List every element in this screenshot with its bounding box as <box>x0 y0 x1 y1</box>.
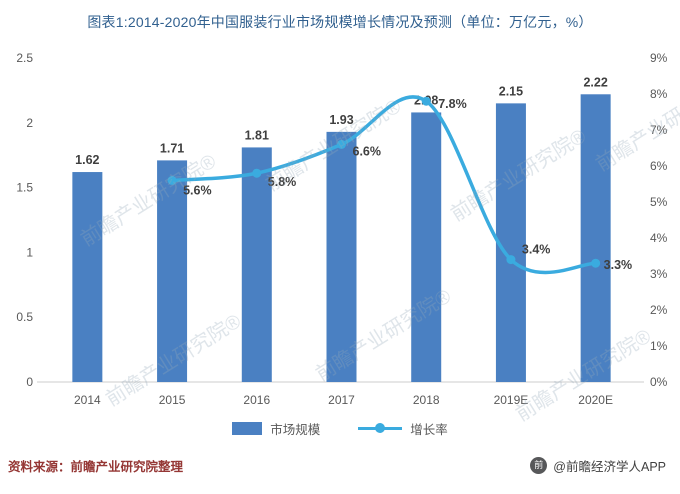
svg-text:3.4%: 3.4% <box>522 243 551 257</box>
svg-text:1.93: 1.93 <box>329 113 353 127</box>
credit-text: @前瞻经济学人APP <box>553 460 666 474</box>
svg-text:1.71: 1.71 <box>160 141 184 155</box>
svg-text:2020E: 2020E <box>578 393 613 407</box>
footer: 资料来源：前瞻产业研究院整理 前 @前瞻经济学人APP <box>0 456 680 475</box>
svg-text:2.15: 2.15 <box>499 84 523 98</box>
svg-text:1.5: 1.5 <box>16 181 33 195</box>
svg-text:5.8%: 5.8% <box>268 175 297 189</box>
chart-canvas: 0 0.5 1 1.5 2 2.5 0% 1% 2% 3% 4% 5% 6% 7% 8% 9% 1.62 1.71… <box>16 51 667 407</box>
bar <box>326 131 357 382</box>
svg-text:3.3%: 3.3% <box>604 258 633 272</box>
line-series-dot-icon <box>375 423 386 433</box>
svg-text:2%: 2% <box>650 303 668 317</box>
data-point <box>252 168 262 178</box>
legend-item-growth-rate: 增长率 <box>358 419 448 438</box>
svg-text:2014: 2014 <box>74 393 101 407</box>
svg-text:5%: 5% <box>650 195 668 209</box>
bar <box>411 112 442 382</box>
data-point <box>591 258 601 268</box>
svg-text:2015: 2015 <box>159 393 186 407</box>
bar-series: 1.621.711.811.932.082.152.22 <box>72 75 611 383</box>
legend-label-market-size: 市场规模 <box>270 422 321 437</box>
data-point <box>421 96 431 106</box>
chart-area: 0 0.5 1 1.5 2 2.5 0% 1% 2% 3% 4% 5% 6% 7% 8% 9% 1.62 1.71… <box>0 34 680 426</box>
svg-text:9%: 9% <box>650 51 668 65</box>
svg-text:4%: 4% <box>650 231 668 245</box>
data-point <box>337 139 346 149</box>
source-note: 资料来源：前瞻产业研究院整理 <box>8 460 184 474</box>
legend-label-growth-rate: 增长率 <box>410 422 448 437</box>
svg-text:2016: 2016 <box>243 393 270 407</box>
line-series-swatch-icon <box>358 423 403 433</box>
credit: 前 @前瞻经济学人APP <box>530 456 666 475</box>
svg-text:7%: 7% <box>650 123 668 137</box>
svg-text:7.8%: 7.8% <box>438 97 467 111</box>
svg-text:1.62: 1.62 <box>75 153 99 167</box>
svg-text:8%: 8% <box>650 87 668 101</box>
line-series: 5.6% 5.8% 6.6% 7.8% 3.4% 3.3% <box>167 95 633 275</box>
svg-text:3%: 3% <box>650 267 668 281</box>
bar <box>157 160 188 382</box>
svg-text:6%: 6% <box>650 159 668 173</box>
axis-ticks: 0 0.5 1 1.5 2 2.5 0% 1% 2% 3% 4% 5% 6% 7% 8% 9% <box>16 51 667 389</box>
svg-text:1: 1 <box>26 245 33 259</box>
svg-text:6.6%: 6.6% <box>353 144 382 158</box>
svg-text:0%: 0% <box>650 375 668 389</box>
bar <box>72 172 103 382</box>
svg-text:2019E: 2019E <box>494 393 529 407</box>
svg-text:2.5: 2.5 <box>16 51 33 65</box>
x-axis-labels: 2014 2015 2016 2017 2018 2019E 2020E <box>74 393 613 407</box>
svg-text:2018: 2018 <box>413 393 440 407</box>
svg-text:2.22: 2.22 <box>583 75 607 89</box>
svg-text:2: 2 <box>26 116 33 130</box>
bar <box>495 103 526 383</box>
svg-text:2017: 2017 <box>328 393 355 407</box>
bar <box>580 94 611 382</box>
svg-text:0: 0 <box>26 375 33 389</box>
legend-item-market-size: 市场规模 <box>232 419 320 438</box>
svg-text:1.81: 1.81 <box>245 128 269 142</box>
bar <box>241 147 272 382</box>
qianzhan-logo-icon: 前 <box>530 457 548 474</box>
legend: 市场规模 增长率 <box>0 418 680 438</box>
data-point <box>167 175 177 185</box>
svg-text:0.5: 0.5 <box>16 310 33 324</box>
svg-text:1%: 1% <box>650 339 668 353</box>
svg-text:5.6%: 5.6% <box>183 183 212 197</box>
data-point <box>506 255 516 265</box>
chart-title: 图表1:2014-2020年中国服装行业市场规模增长情况及预测（单位：万亿元，%… <box>87 14 593 30</box>
bar-series-swatch-icon <box>232 421 263 435</box>
